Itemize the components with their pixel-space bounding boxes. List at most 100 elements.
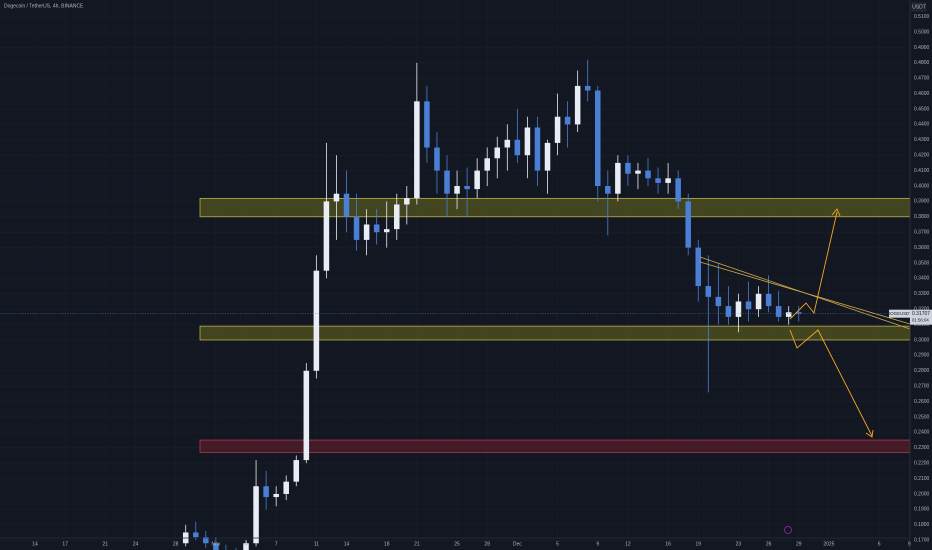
x-tick-label: 2025 — [823, 541, 834, 547]
y-tick-label: 0.2200 — [914, 460, 930, 466]
candles — [182, 59, 802, 550]
currency-box[interactable] — [911, 2, 927, 12]
candle-body — [343, 193, 350, 217]
candle-body — [775, 306, 782, 317]
y-tick-label: 0.4500 — [914, 106, 930, 112]
candle-body — [283, 481, 289, 494]
candle-body — [213, 543, 219, 550]
y-tick-label: 0.3500 — [914, 260, 930, 266]
y-tick-label: 0.1900 — [914, 507, 930, 513]
candle-body — [404, 198, 410, 205]
candle-body — [735, 301, 742, 317]
y-tick-label: 0.4400 — [914, 122, 930, 128]
x-tick-label: Dec — [513, 541, 522, 547]
y-tick-label: 0.3300 — [914, 291, 930, 297]
candle-body — [695, 247, 702, 287]
candle-body — [574, 85, 581, 125]
candle-body — [494, 147, 501, 159]
y-tick-label: 0.4000 — [914, 183, 930, 189]
candle-body — [323, 201, 330, 271]
y-tick-label: 0.4100 — [914, 168, 930, 174]
x-tick-label: 23 — [736, 541, 742, 547]
y-tick-label: 0.2000 — [914, 491, 930, 497]
y-tick-label: 0.2800 — [914, 368, 930, 374]
x-tick-label: 9 — [596, 541, 599, 547]
y-tick-label: 0.5100 — [914, 14, 930, 20]
x-tick-label: 9 — [908, 541, 911, 547]
candle-body — [605, 186, 611, 194]
candle-body — [745, 301, 752, 310]
candle-body — [253, 486, 259, 544]
candle-body — [424, 101, 430, 148]
x-tick-label: 29 — [796, 541, 802, 547]
y-tick-label: 0.3700 — [914, 230, 930, 236]
chart-title: Dogecoin / TetherUS, 4h, BINANCE — [4, 3, 84, 9]
candle-body — [675, 178, 681, 202]
axes: 0.1700 0.1800 0.1900 0.2000 0.2100 0.2200 0.23… — [0, 14, 932, 547]
y-tick-label: 0.4300 — [914, 137, 930, 143]
y-tick-label: 0.2300 — [914, 445, 930, 451]
candle-body — [715, 296, 722, 307]
candle-body — [474, 170, 480, 190]
candle-body — [635, 170, 641, 174]
candle-body — [303, 370, 310, 461]
candle-body — [685, 201, 691, 248]
candle-body — [363, 224, 370, 240]
candle-body — [353, 216, 360, 240]
candle-body — [454, 186, 460, 194]
candle-body — [243, 543, 249, 550]
y-tick-label: 0.3000 — [914, 337, 930, 343]
candle-body — [544, 142, 551, 171]
zones — [199, 197, 911, 453]
candle-body — [765, 293, 772, 307]
x-tick-label: 4 — [245, 541, 248, 547]
y-tick-label: 0.5000 — [914, 29, 930, 35]
x-tick-label: 7 — [275, 541, 278, 547]
x-tick-label: Nov — [211, 541, 220, 547]
down-arrow — [789, 329, 873, 437]
y-tick-label: 0.3100 — [914, 322, 930, 328]
y-tick-label: 0.4200 — [914, 153, 930, 159]
x-tick-label: 18 — [384, 541, 390, 547]
symbol-label: DOGEUSDT — [887, 311, 912, 316]
candle-body — [665, 178, 671, 183]
x-tick-label: 28 — [173, 541, 179, 547]
x-tick-label: 14 — [32, 541, 38, 547]
candle-body — [444, 170, 450, 194]
candle-body — [393, 204, 400, 230]
candle-body — [655, 178, 661, 183]
candle-body — [795, 312, 802, 314]
y-tick-label: 0.3800 — [914, 214, 930, 220]
candle-body — [484, 158, 490, 171]
candle-body — [333, 193, 340, 202]
x-tick-label: 19 — [695, 541, 701, 547]
candle-body — [705, 286, 712, 297]
y-tick-label: 0.2600 — [914, 399, 930, 405]
up-arrow — [789, 211, 838, 320]
candle-body — [534, 127, 541, 171]
candle-body — [203, 537, 209, 544]
candle-body — [383, 229, 390, 233]
candle-body — [414, 101, 420, 199]
y-tick-label: 0.3200 — [914, 307, 930, 313]
x-tick-label: 14 — [344, 541, 350, 547]
event-icon[interactable] — [784, 526, 792, 534]
candle-body — [373, 224, 380, 233]
x-tick-label: 21 — [103, 541, 109, 547]
candle-body — [514, 139, 521, 156]
candle-body — [263, 486, 269, 498]
candle-body — [615, 162, 621, 194]
x-tick-label: 26 — [766, 541, 772, 547]
currency: USDT — [912, 4, 926, 10]
candle-body — [504, 139, 511, 148]
candle-body — [625, 162, 631, 174]
candle-body — [293, 460, 300, 482]
arrow-head — [865, 429, 874, 438]
candle-body — [725, 306, 732, 317]
y-tick-label: 0.4800 — [914, 60, 930, 66]
candle-body — [564, 116, 571, 125]
arrow-head — [831, 208, 841, 217]
